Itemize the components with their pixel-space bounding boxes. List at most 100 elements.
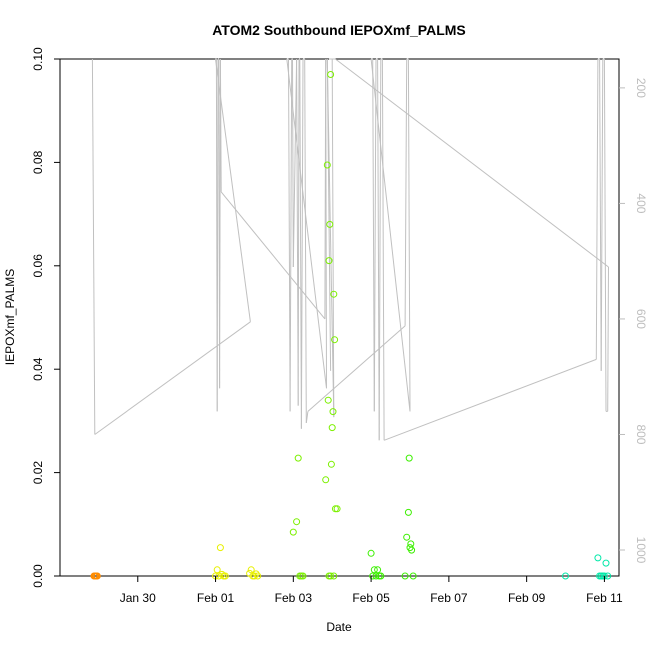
pressure-trace-segment	[373, 58, 377, 412]
data-point	[216, 544, 224, 552]
pressure-trace-segment	[599, 58, 602, 371]
data-point	[299, 572, 307, 580]
data-point	[324, 396, 332, 404]
data-point	[326, 220, 334, 228]
pressure-trace-segment	[300, 58, 304, 429]
x-tick-label: Feb 07	[430, 591, 468, 605]
pressure-trace-segment	[286, 58, 327, 389]
data-points	[90, 71, 612, 580]
pressure-trace-segment	[607, 266, 609, 412]
x-tick-label: Jan 30	[120, 591, 156, 605]
data-point	[405, 454, 413, 462]
y-tick-label: 0.06	[31, 254, 45, 278]
x-tick-label: Feb 01	[197, 591, 235, 605]
y2-tick-label: 1000	[634, 537, 648, 564]
data-point	[293, 518, 301, 526]
data-point	[562, 572, 569, 580]
data-point	[93, 572, 101, 580]
y-tick-label: 0.00	[31, 564, 45, 588]
data-point	[594, 554, 602, 562]
pressure-trace-segment	[372, 58, 375, 412]
pressure-trace-segment	[325, 58, 327, 389]
data-point	[327, 71, 335, 78]
pressure-trace-segment	[377, 58, 380, 441]
y2-tick-label: 600	[634, 309, 648, 329]
data-point	[372, 572, 380, 580]
pressure-trace-segment	[91, 58, 96, 435]
data-point	[330, 572, 338, 580]
pressure-trace-segment	[381, 58, 385, 441]
data-point	[327, 460, 335, 468]
data-point	[289, 528, 297, 536]
x-tick-label: Feb 03	[275, 591, 313, 605]
data-point	[331, 336, 339, 344]
data-point	[247, 566, 255, 574]
data-point	[254, 572, 262, 580]
data-point	[330, 290, 338, 298]
pressure-trace-segment	[219, 58, 222, 192]
axes: Jan 30 Feb 01 Feb 03 Feb 05 Feb 07 Feb 09 Feb …	[31, 47, 648, 605]
y2-tick-label: 800	[634, 424, 648, 444]
data-point	[367, 549, 375, 557]
data-point	[408, 546, 416, 554]
pressure-trace-segment	[378, 58, 382, 441]
plot-frame	[59, 58, 620, 577]
y2-tick-label: 200	[634, 78, 648, 98]
pressure-trace-segment	[94, 321, 251, 435]
data-point	[294, 454, 302, 462]
pressure-trace-segment	[289, 58, 293, 412]
data-point	[370, 566, 378, 574]
data-point	[377, 572, 385, 580]
pressure-trace-segment	[215, 58, 251, 322]
pressure-trace-segment	[326, 58, 332, 371]
data-point	[409, 572, 417, 580]
y2-tick-label: 400	[634, 193, 648, 213]
data-point	[322, 476, 330, 484]
pressure-trace-segment	[299, 58, 302, 429]
pressure-trace-segment	[220, 191, 326, 320]
data-point	[333, 505, 341, 513]
pressure-trace-segment	[404, 58, 408, 326]
pressure-trace	[91, 58, 609, 441]
x-tick-label: Feb 11	[586, 591, 623, 605]
pressure-trace-segment	[335, 58, 609, 268]
y-tick-label: 0.10	[31, 47, 45, 71]
data-point	[325, 257, 333, 265]
y-tick-label: 0.08	[31, 150, 45, 174]
data-point	[374, 566, 382, 574]
pressure-trace-segment	[603, 58, 607, 412]
data-point	[250, 572, 258, 580]
pressure-trace-segment	[292, 58, 294, 268]
data-point	[213, 566, 221, 574]
pressure-trace-segment	[331, 58, 335, 418]
pressure-trace-segment	[595, 58, 599, 360]
pressure-trace-segment	[307, 325, 406, 412]
pressure-trace-segment	[216, 58, 219, 412]
data-point	[218, 570, 226, 578]
data-point	[403, 533, 411, 541]
data-point	[323, 161, 331, 169]
pressure-trace-segment	[288, 58, 291, 412]
pressure-trace-segment	[304, 58, 307, 423]
data-point	[327, 572, 335, 580]
data-point	[328, 424, 336, 432]
data-point	[602, 559, 610, 567]
pressure-trace-segment	[292, 58, 298, 268]
data-point	[404, 508, 412, 516]
y-tick-label: 0.04	[31, 357, 45, 381]
chart-title: ATOM2 Southbound IEPOXmf_PALMS	[212, 22, 466, 38]
pressure-trace-segment	[600, 58, 604, 371]
data-point	[329, 408, 337, 416]
x-tick-label: Feb 05	[352, 591, 390, 605]
pressure-trace-segment	[305, 411, 309, 423]
y-axis-label: IEPOXmf_PALMS	[3, 269, 17, 365]
data-point	[252, 570, 260, 578]
data-point	[401, 572, 409, 580]
data-point	[407, 540, 415, 548]
pressure-trace-segment	[407, 58, 411, 412]
y-tick-label: 0.02	[31, 461, 45, 485]
x-axis-label: Date	[326, 620, 352, 634]
pressure-trace-segment	[297, 58, 300, 406]
